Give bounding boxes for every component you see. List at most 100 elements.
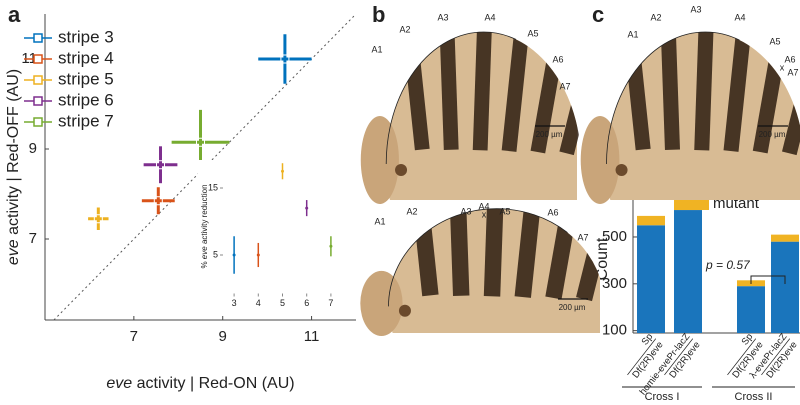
segment-label: A2 xyxy=(399,24,410,34)
thorax xyxy=(580,116,620,204)
bar-segment xyxy=(674,210,702,333)
thorax xyxy=(360,116,399,204)
point-marker xyxy=(153,196,163,206)
segment-label: A3 xyxy=(690,4,701,14)
point-marker xyxy=(196,137,205,147)
inset-y-axis-label-italic: eve xyxy=(200,246,209,259)
photo: A1 A2 A3 A4x A5 A6 A7 200 µm xyxy=(360,201,606,405)
tergite-band xyxy=(472,32,493,151)
p-value-text: p = 0.57 xyxy=(705,258,751,272)
x-axis-label-italic: eve xyxy=(106,375,132,392)
segment-label: A1 xyxy=(627,29,638,39)
segment-label: A7 xyxy=(787,67,798,77)
scale-label: 200 µm xyxy=(559,303,586,312)
inset-x-tick-label: 6 xyxy=(304,298,309,308)
y-axis-label-italic: eve xyxy=(5,239,22,265)
point-marker xyxy=(93,214,103,224)
segment-label: A7 xyxy=(577,232,588,242)
category-divider xyxy=(727,338,757,376)
segment-label: A4 xyxy=(484,12,495,22)
p-value: p = 0.57 xyxy=(705,258,751,272)
legend-marker xyxy=(33,96,43,106)
x-tick-label: 11 xyxy=(304,328,320,345)
abdomen-outline xyxy=(388,208,606,405)
scale-label: 200 µm xyxy=(759,130,786,139)
inset-y-axis-label-before: % xyxy=(200,259,209,268)
segment-label: A6 xyxy=(784,54,795,64)
segment-label: A6 xyxy=(552,54,563,64)
y-axis-label-text: activity | Red-OFF (AU) xyxy=(5,69,22,239)
tergite-band xyxy=(559,32,582,156)
bar-segment xyxy=(637,225,665,333)
spiracle xyxy=(615,164,628,176)
tergite-band xyxy=(781,32,800,156)
group-label: Cross I xyxy=(645,391,680,403)
segment-label: A5 xyxy=(527,28,538,38)
segment-label: A7 xyxy=(559,81,570,91)
inset-x-tick-label: 3 xyxy=(232,298,237,308)
inset-point xyxy=(329,244,333,248)
point-marker xyxy=(280,54,290,64)
inset-point xyxy=(232,253,236,257)
segment-label: A4 xyxy=(478,201,489,211)
bar-segment xyxy=(737,286,765,333)
abdomen-outline xyxy=(606,31,800,297)
segment-label: A1 xyxy=(371,44,382,54)
segment-label: A4 xyxy=(734,12,745,22)
y-axis-label: Count xyxy=(594,237,611,280)
bar-segment xyxy=(637,215,665,226)
y-tick-label: 100 xyxy=(602,322,627,339)
panel-label: b xyxy=(372,2,385,27)
x-axis-label: eve activity | Red-ON (AU) xyxy=(106,375,294,392)
y-axis-label: eve activity | Red-OFF (AU) xyxy=(5,69,22,265)
segment-label: A3 xyxy=(460,206,471,216)
inset-point xyxy=(305,206,309,210)
legend-label: stripe 5 xyxy=(58,69,114,88)
segment-label: A5 xyxy=(499,206,510,216)
segment-label: A6 xyxy=(547,207,558,217)
segment-label: A5 xyxy=(769,36,780,46)
spiracle xyxy=(398,304,411,317)
legend-label: stripe 7 xyxy=(58,111,114,130)
legend-marker xyxy=(33,75,43,85)
legend-label: stripe 6 xyxy=(58,90,114,109)
segment-label: A2 xyxy=(406,206,417,216)
segment-label: A1 xyxy=(374,216,385,226)
panel-label: a xyxy=(8,2,21,27)
y-tick-label: 9 xyxy=(29,140,37,157)
segment-label: A2 xyxy=(650,12,661,22)
inset-y-tick-label: 15 xyxy=(208,182,218,192)
spiracle xyxy=(395,164,408,176)
x-axis-label-text: activity | Red-ON (AU) xyxy=(132,375,294,392)
legend-label: stripe 3 xyxy=(58,27,114,46)
legend-marker xyxy=(33,117,43,127)
missing-segment-mark: x xyxy=(780,62,785,72)
legend-swatch xyxy=(697,198,709,210)
inset-x-tick-label: 7 xyxy=(328,298,333,308)
segment-label: A3 xyxy=(437,12,448,22)
inset-y-axis-label: % eve activity reduction xyxy=(200,184,209,268)
scale-label: 200 µm xyxy=(536,130,563,139)
inset-point xyxy=(256,253,260,257)
tergite-band xyxy=(483,208,505,297)
panel-label: c xyxy=(592,2,604,27)
x-tick-label: 9 xyxy=(219,328,227,345)
significance-bracket xyxy=(750,275,786,284)
abdomen-outline xyxy=(385,31,582,297)
legend-marker xyxy=(33,33,43,43)
group-label: Cross II xyxy=(735,391,773,403)
inset-background xyxy=(198,160,348,315)
y-tick-label: 7 xyxy=(29,230,37,247)
category-divider xyxy=(664,338,694,376)
y-tick-label: 500 xyxy=(602,228,627,245)
inset-point xyxy=(281,169,284,173)
inset-y-axis-label-after: activity reduction xyxy=(200,184,209,246)
thorax xyxy=(360,270,403,336)
bar-segment xyxy=(771,241,799,333)
legend-label: stripe 4 xyxy=(58,48,114,67)
legend-marker xyxy=(33,54,43,64)
category-divider xyxy=(627,338,657,376)
tergite-band xyxy=(694,32,715,151)
inset-x-tick-label: 4 xyxy=(256,298,261,308)
